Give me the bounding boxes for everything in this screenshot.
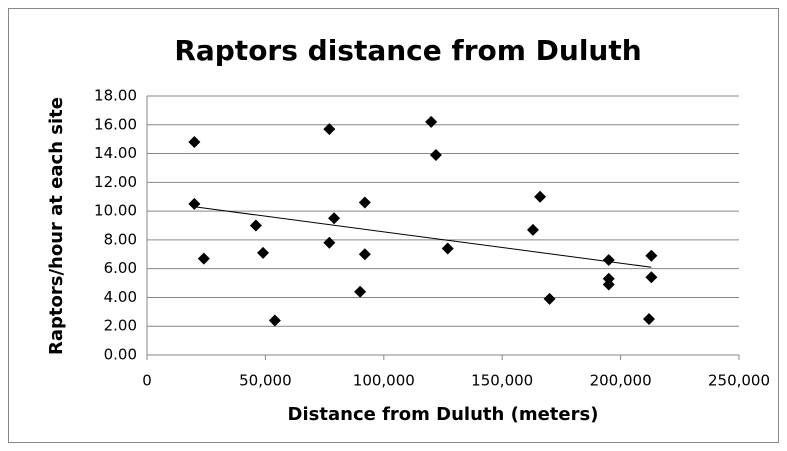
- y-tick-label: 0.00: [104, 346, 137, 364]
- scatter-point: [354, 285, 367, 298]
- scatter-point: [534, 190, 547, 203]
- scatter-point: [188, 136, 201, 149]
- scatter-point: [358, 248, 371, 261]
- scatter-point: [526, 223, 539, 236]
- x-tick-label: 0: [142, 372, 152, 390]
- y-tick-label: 2.00: [104, 317, 137, 335]
- scatter-point: [643, 313, 656, 326]
- scatter-point: [425, 115, 438, 128]
- y-tick-label: 8.00: [104, 230, 137, 248]
- scatter-point: [323, 236, 336, 249]
- scatter-point: [358, 196, 371, 209]
- y-tick-label: 12.00: [94, 173, 137, 191]
- x-tick-label: 50,000: [239, 372, 292, 390]
- y-tick-label: 6.00: [104, 259, 137, 277]
- x-tick-label: 100,000: [353, 372, 415, 390]
- y-axis-label: Raptors/hour at each site: [46, 97, 67, 355]
- scatter-point: [257, 246, 270, 259]
- y-tick-label: 4.00: [104, 288, 137, 306]
- y-tick-label: 14.00: [94, 144, 137, 162]
- scatter-point: [328, 212, 341, 225]
- scatter-point: [429, 148, 442, 161]
- y-tick-label: 16.00: [94, 115, 137, 133]
- trendline: [194, 206, 652, 268]
- scatter-point: [249, 219, 262, 232]
- x-tick-label: 250,000: [708, 372, 770, 390]
- x-axis-label: Distance from Duluth (meters): [288, 404, 599, 425]
- x-tick-label: 150,000: [471, 372, 533, 390]
- scatter-point: [602, 254, 615, 267]
- scatter-point: [543, 292, 556, 305]
- y-tick-label: 18.00: [94, 87, 137, 105]
- y-tick-label: 10.00: [94, 202, 137, 220]
- chart-title: Raptors distance from Duluth: [174, 34, 641, 67]
- scatter-point: [197, 252, 210, 265]
- scatter-point: [645, 271, 658, 284]
- chart-frame: [8, 8, 779, 443]
- scatter-point: [323, 123, 336, 136]
- scatter-point: [602, 278, 615, 291]
- scatter-point: [268, 314, 281, 327]
- scatter-point: [645, 249, 658, 262]
- scatter-point: [441, 242, 454, 255]
- x-tick-label: 200,000: [590, 372, 652, 390]
